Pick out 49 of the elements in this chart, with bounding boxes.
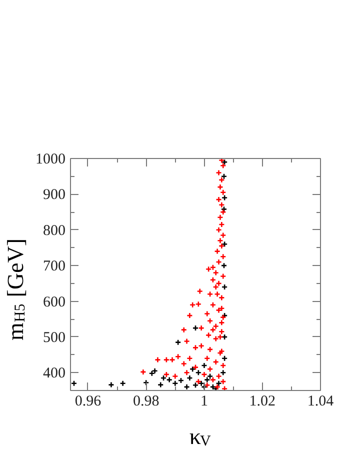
- point: [148, 370, 156, 377]
- point: [201, 384, 208, 390]
- point: [204, 376, 210, 383]
- x-tick-label: 0.98: [132, 394, 160, 410]
- y-tick-label: 900: [43, 187, 66, 204]
- point: [221, 241, 228, 248]
- point: [189, 366, 196, 372]
- point: [198, 380, 204, 387]
- point: [142, 380, 150, 386]
- point: [152, 368, 158, 374]
- point: [221, 355, 228, 362]
- point: [160, 374, 167, 382]
- y-tick-label: 400: [43, 366, 66, 382]
- y-axis-title: mH5 [GeV]: [3, 238, 28, 340]
- point: [186, 374, 193, 382]
- point: [184, 384, 190, 390]
- y-tick-label: 800: [43, 222, 66, 239]
- point: [216, 380, 222, 387]
- x-axis-title: κV: [189, 424, 211, 450]
- point: [178, 377, 184, 384]
- x-tick-label: 0.96: [74, 394, 102, 410]
- point: [192, 382, 199, 388]
- y-tick-label: 600: [43, 294, 66, 310]
- point: [220, 173, 228, 180]
- x-tick-label: 1.04: [307, 394, 334, 410]
- point: [221, 334, 228, 340]
- point: [220, 262, 228, 269]
- point: [221, 158, 228, 166]
- point: [221, 194, 228, 201]
- point: [221, 284, 228, 290]
- point: [174, 339, 182, 346]
- point: [70, 380, 78, 387]
- point: [157, 382, 164, 388]
- x-tick-label: 1: [200, 394, 208, 410]
- point: [220, 370, 226, 376]
- point: [195, 370, 202, 376]
- point: [220, 206, 228, 212]
- y-tick-label: 500: [43, 330, 66, 346]
- point: [210, 384, 216, 390]
- point: [120, 380, 126, 387]
- x-tick-label: 1.02: [249, 394, 276, 410]
- point: [172, 380, 178, 387]
- point: [166, 376, 172, 383]
- point: [201, 362, 208, 369]
- point: [108, 382, 114, 388]
- point: [206, 373, 214, 380]
- point: [192, 324, 199, 332]
- y-tick-label: 1000: [36, 152, 66, 168]
- y-tick-label: 700: [43, 258, 66, 275]
